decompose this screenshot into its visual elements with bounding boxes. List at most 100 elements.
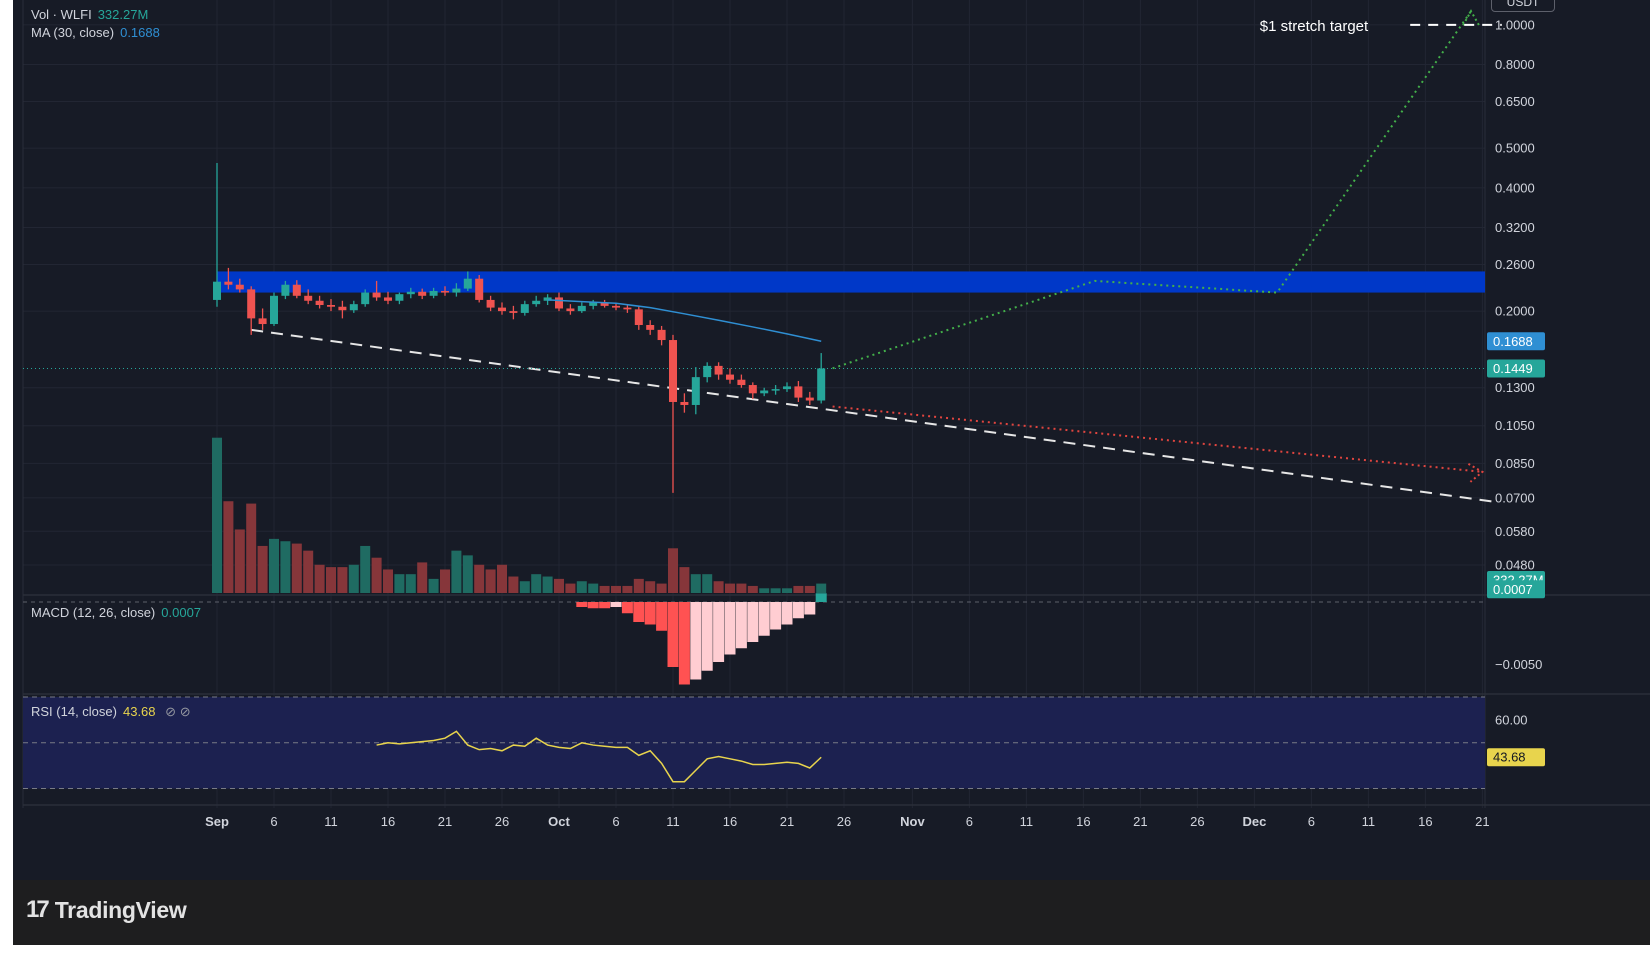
chart-canvas[interactable]: $1 stretch target 1.0000 0.8000 0.6500 0.500… xyxy=(13,0,1650,880)
macd-histogram-bar xyxy=(667,602,679,667)
price-tick-label: 0.0580 xyxy=(1495,524,1535,539)
candle-body xyxy=(349,304,358,311)
currency-label: USDT xyxy=(1506,0,1540,9)
macd-histogram-bar xyxy=(621,602,633,614)
macd-histogram-bar xyxy=(724,602,736,655)
rsi-legend: RSI (14, close) 43.68 ⊘ ⊘ xyxy=(31,704,191,720)
volume-bar xyxy=(702,574,713,593)
price-tick-label: 0.1300 xyxy=(1495,380,1535,395)
volume-bar xyxy=(291,543,302,593)
time-tick-label: Oct xyxy=(548,814,570,829)
candle-body xyxy=(384,297,392,301)
annotation-stretch-target: $1 stretch target xyxy=(1260,18,1369,35)
macd-histogram-bar xyxy=(610,602,622,607)
candle-body xyxy=(498,307,506,312)
candle-body xyxy=(270,295,278,325)
volume-bar xyxy=(599,585,610,593)
volume-bar xyxy=(679,567,690,593)
currency-selector[interactable]: USDT xyxy=(1491,0,1555,12)
candle-body xyxy=(805,397,814,401)
volume-bar xyxy=(269,538,279,593)
candle-body xyxy=(566,308,575,312)
candle-body xyxy=(783,386,791,390)
volume-bar xyxy=(725,583,735,593)
price-tick-label: 0.0480 xyxy=(1495,557,1535,572)
candle-body xyxy=(748,385,757,394)
price-tick-label: 0.3200 xyxy=(1495,220,1535,235)
price-tick-label: 1.0000 xyxy=(1495,17,1535,32)
candle-body xyxy=(520,304,529,313)
candle-body xyxy=(213,281,221,300)
macd-histogram-bar xyxy=(804,602,816,615)
volume-bar xyxy=(508,576,519,593)
price-tick-label: 0.2600 xyxy=(1495,257,1535,272)
time-tick-label: 21 xyxy=(1475,814,1489,829)
tradingview-wordmark: TradingView xyxy=(54,896,187,923)
tradingview-mark-icon: 17 xyxy=(26,896,50,923)
price-tick-label: 0.2000 xyxy=(1495,304,1535,319)
volume-bar xyxy=(405,574,416,593)
candle-body xyxy=(600,302,609,306)
settings-icon[interactable]: ⊘ xyxy=(179,704,191,719)
macd-histogram-bar xyxy=(735,602,747,649)
macd-histogram-bar xyxy=(792,602,804,619)
time-tick-label: 6 xyxy=(966,814,973,829)
price-tick-label: 0.5000 xyxy=(1495,141,1535,156)
candle-body xyxy=(258,318,267,325)
time-tick-label: Sep xyxy=(205,814,229,829)
volume-bar xyxy=(576,581,587,593)
candle-body xyxy=(418,291,427,296)
visibility-icon[interactable]: ⊘ xyxy=(165,704,177,719)
volume-bar xyxy=(611,585,621,593)
time-tick-label: 6 xyxy=(1308,814,1315,829)
time-tick-label: 6 xyxy=(612,814,619,829)
bearish-arrowhead xyxy=(1467,463,1485,483)
macd-legend-label: MACD (12, 26, close) xyxy=(31,605,156,620)
macd-tag: 0.0007 xyxy=(1493,582,1533,597)
volume-bar xyxy=(394,574,405,593)
macd-tag-bg xyxy=(1487,580,1545,599)
candle-body xyxy=(235,284,244,290)
ma-line xyxy=(547,299,822,343)
volume-bar xyxy=(782,588,792,593)
volume-bar xyxy=(440,569,450,593)
volume-bar xyxy=(451,550,462,593)
candle-body xyxy=(657,329,666,341)
candle-body xyxy=(395,294,404,301)
price-tick-label: 0.6500 xyxy=(1495,94,1535,109)
volume-bar xyxy=(531,574,542,593)
price-chart[interactable]: $1 stretch target 1.0000 0.8000 0.6500 0.500… xyxy=(13,0,1650,880)
resistance-zone xyxy=(217,271,1485,293)
volume-bar xyxy=(462,555,473,593)
candle-body xyxy=(452,288,461,293)
macd-tick-label: −0.0050 xyxy=(1495,657,1542,672)
macd-histogram-bar xyxy=(587,602,599,609)
volume-bar xyxy=(656,583,667,593)
time-tick-label: 26 xyxy=(837,814,851,829)
candle-body xyxy=(247,289,256,319)
candle-body xyxy=(486,299,495,308)
volume-bar xyxy=(257,545,268,593)
price-tick-label: 0.0700 xyxy=(1495,490,1535,505)
volume-bar xyxy=(554,578,564,593)
candle-body xyxy=(429,290,438,296)
macd-legend-value: 0.0007 xyxy=(161,605,202,620)
volume-bar xyxy=(668,548,678,593)
volume-bar xyxy=(246,503,257,593)
candle-body xyxy=(703,365,712,378)
candle-body xyxy=(589,302,598,306)
tradingview-logo[interactable]: 17 TradingView xyxy=(26,896,187,924)
candle-body xyxy=(726,374,734,380)
rsi-tag: 43.68 xyxy=(1493,750,1526,765)
candle-body xyxy=(304,295,313,301)
candle-body xyxy=(406,291,415,295)
rsi-tick-label: 60.00 xyxy=(1495,712,1528,727)
time-tick-label: 16 xyxy=(381,814,395,829)
candle-body xyxy=(634,309,643,325)
rsi-legend-value: 43.68 xyxy=(122,704,156,719)
macd-histogram-bar xyxy=(644,602,656,625)
bullish-arrowhead xyxy=(1462,9,1480,26)
volume-bar xyxy=(519,581,530,593)
time-tick-label: 11 xyxy=(1362,814,1376,829)
volume-bar xyxy=(212,437,222,593)
